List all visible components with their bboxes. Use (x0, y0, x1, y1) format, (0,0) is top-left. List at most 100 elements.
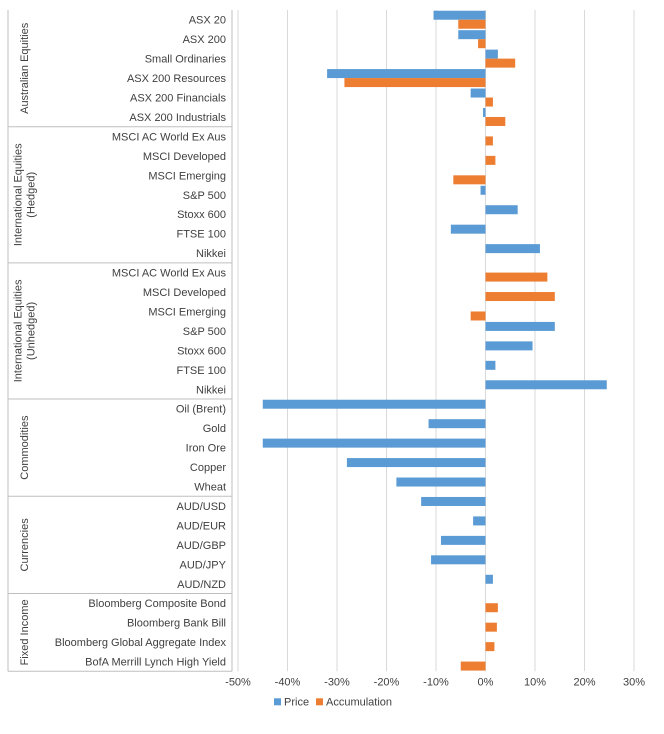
legend-swatch (316, 698, 323, 706)
bar-price (485, 341, 533, 351)
group-label: (Unhedged) (26, 302, 38, 360)
category-label: Stoxx 600 (177, 209, 226, 221)
bar-price (428, 419, 486, 429)
category-label: ASX 200 Industrials (129, 112, 226, 124)
bar-price (485, 321, 555, 331)
bar-price (433, 10, 486, 20)
category-label: Small Ordinaries (145, 54, 227, 66)
bar-accumulation (460, 661, 486, 671)
group-label: Currencies (19, 518, 31, 572)
axis-lines (7, 10, 233, 672)
category-label: MSCI Developed (143, 287, 226, 299)
bar-accumulation (485, 116, 506, 126)
category-label: MSCI Emerging (148, 306, 226, 318)
category-label: Nikkei (196, 248, 226, 260)
group-label: International Equities (13, 279, 25, 382)
category-label: AUD/USD (176, 501, 226, 513)
bar-price (485, 244, 540, 254)
legend-swatch (274, 698, 281, 706)
bar-price (440, 535, 486, 545)
bar-accumulation (485, 292, 555, 302)
bar-price (483, 107, 486, 117)
category-label: BofA Merrill Lynch High Yield (85, 657, 226, 669)
group-label: Commodities (19, 415, 31, 480)
bar-price (262, 438, 486, 448)
category-label: S&P 500 (183, 190, 226, 202)
bar-accumulation (470, 311, 486, 321)
category-label: AUD/GBP (176, 540, 226, 552)
category-label: MSCI Emerging (148, 170, 226, 182)
bar-accumulation (485, 642, 495, 652)
category-label: MSCI AC World Ex Aus (112, 131, 227, 143)
category-label: ASX 20 (189, 15, 226, 27)
bar-price (485, 360, 496, 370)
legend-label: Accumulation (326, 696, 392, 708)
category-label: ASX 200 Financials (130, 93, 226, 105)
x-tick-label: -30% (324, 676, 350, 688)
bar-accumulation (485, 97, 493, 107)
category-label: Bloomberg Bank Bill (127, 618, 226, 630)
group-label: International Equities (13, 143, 25, 246)
legend: Price Accumulation (274, 696, 392, 708)
bar-price (421, 496, 486, 506)
legend-label: Price (284, 696, 309, 708)
bar-price (396, 477, 486, 487)
group-label: (Hedged) (26, 172, 38, 218)
bar-price (485, 205, 518, 215)
x-tick-label: -20% (374, 676, 400, 688)
category-labels: ASX 20 ASX 200 Small Ordinaries ASX 200 Res… (55, 15, 227, 669)
category-label: MSCI Developed (143, 151, 226, 163)
bar-price (485, 49, 498, 59)
bar-accumulation (485, 155, 496, 165)
category-label: AUD/NZD (177, 579, 226, 591)
group-label: Australian Equities (19, 22, 31, 114)
bar-price (485, 380, 607, 390)
group-labels: Australian Equities International Equitie… (13, 22, 38, 665)
bar-price (346, 458, 486, 468)
category-label: Bloomberg Global Aggregate Index (55, 637, 227, 649)
bar-accumulation (478, 39, 486, 49)
x-tick-label: 0% (478, 676, 494, 688)
bar-price (431, 555, 486, 565)
group-label: Fixed Income (19, 599, 31, 665)
bar-accumulation (485, 622, 497, 632)
category-label: Wheat (194, 482, 226, 494)
x-tick-label: -40% (275, 676, 301, 688)
x-tick-label: 10% (524, 676, 546, 688)
bar-price (473, 516, 486, 526)
bars (262, 10, 607, 671)
category-label: S&P 500 (183, 326, 226, 338)
bar-accumulation (485, 603, 498, 613)
category-label: Gold (203, 423, 226, 435)
bar-accumulation (485, 272, 548, 282)
x-tick-label: 20% (573, 676, 595, 688)
x-tick-label: -50% (225, 676, 251, 688)
category-label: Oil (Brent) (176, 404, 226, 416)
category-label: ASX 200 Resources (127, 73, 227, 85)
category-label: AUD/JPY (180, 559, 227, 571)
bar-accumulation (485, 58, 516, 68)
category-label: FTSE 100 (176, 365, 226, 377)
category-label: ASX 200 (183, 34, 226, 46)
bar-price (450, 224, 486, 234)
gridlines (237, 10, 635, 672)
bar-accumulation (344, 78, 486, 88)
category-label: AUD/EUR (176, 520, 226, 532)
bar-accumulation (485, 136, 493, 146)
bar-accumulation (453, 175, 486, 185)
bar-price (470, 88, 486, 98)
category-label: Stoxx 600 (177, 345, 226, 357)
x-tick-label: -10% (423, 676, 449, 688)
category-label: Nikkei (196, 384, 226, 396)
category-label: Copper (190, 462, 226, 474)
tick-labels: -50% -40% -30% -20% -10% 0% 10% 20% 30% (225, 676, 645, 688)
bar-price (480, 185, 486, 195)
bar-price (327, 69, 486, 79)
bar-price (485, 574, 493, 584)
category-label: Bloomberg Composite Bond (88, 598, 226, 610)
category-label: Iron Ore (186, 443, 226, 455)
bar-accumulation (458, 19, 486, 29)
category-label: FTSE 100 (176, 229, 226, 241)
bar-price (458, 30, 486, 40)
